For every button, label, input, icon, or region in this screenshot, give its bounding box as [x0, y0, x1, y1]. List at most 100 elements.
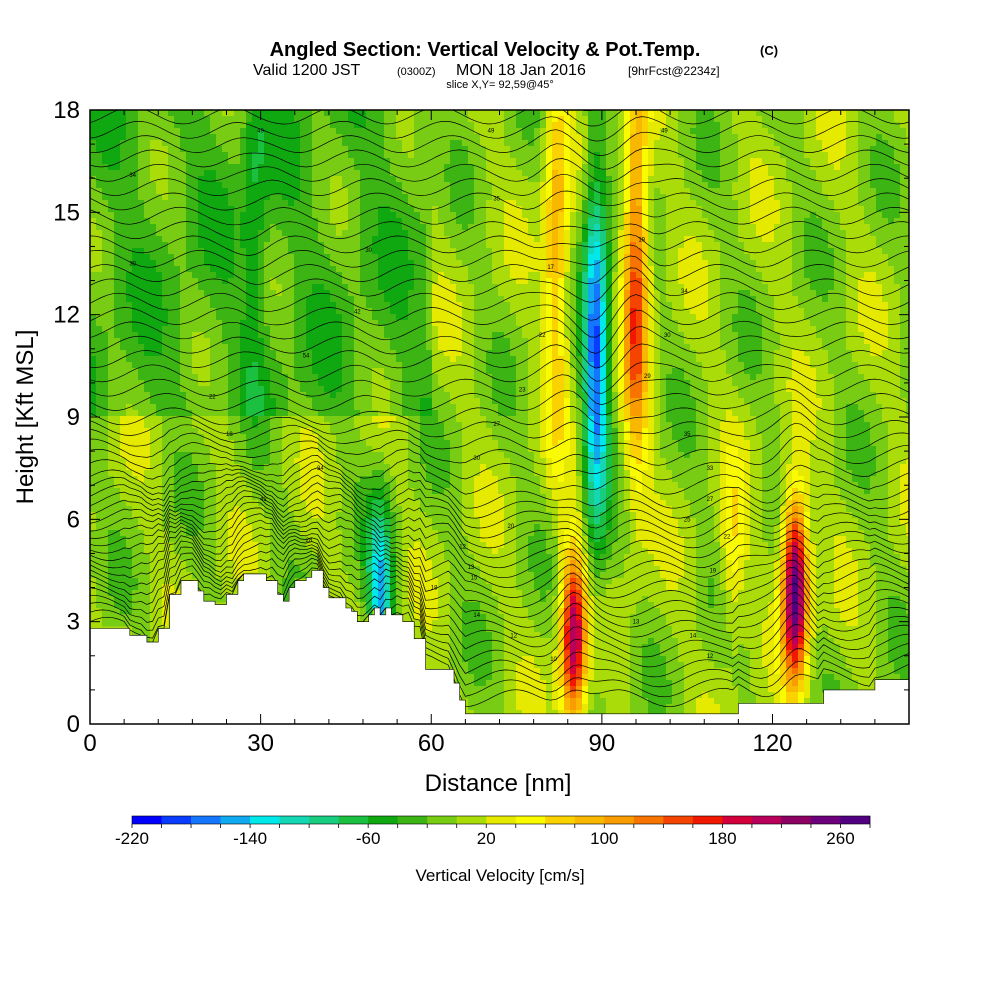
field-cell	[306, 176, 313, 183]
field-cell	[258, 224, 265, 231]
field-cell	[216, 464, 223, 471]
field-cell	[420, 320, 427, 327]
field-cell	[312, 134, 319, 141]
field-cell	[288, 488, 295, 495]
field-cell	[126, 146, 133, 153]
field-cell	[174, 152, 181, 159]
field-cell	[438, 422, 445, 429]
field-cell	[240, 302, 247, 309]
field-cell	[408, 242, 415, 249]
field-cell	[234, 542, 241, 549]
field-cell	[132, 362, 139, 369]
field-cell	[144, 392, 151, 399]
field-cell	[132, 422, 139, 429]
field-cell	[150, 200, 157, 207]
field-cell	[138, 158, 145, 165]
field-cell	[204, 518, 211, 525]
field-cell	[180, 164, 187, 171]
field-cell	[330, 470, 337, 477]
field-cell	[330, 266, 337, 273]
field-cell	[384, 362, 391, 369]
field-cell	[384, 146, 391, 153]
field-cell	[342, 146, 349, 153]
field-cell	[126, 128, 133, 135]
field-cell	[366, 128, 373, 135]
field-cell	[444, 488, 451, 495]
field-cell	[186, 386, 193, 393]
field-cell	[270, 512, 277, 519]
field-cell	[222, 380, 229, 387]
field-cell	[198, 122, 205, 129]
field-cell	[414, 290, 421, 297]
field-cell	[378, 374, 385, 381]
field-cell	[402, 290, 409, 297]
field-cell	[222, 236, 229, 243]
field-cell	[114, 284, 121, 291]
field-cell	[378, 422, 385, 429]
field-cell	[384, 506, 391, 513]
field-cell	[228, 248, 235, 255]
field-cell	[150, 242, 157, 249]
field-cell	[96, 140, 103, 147]
field-cell	[138, 428, 145, 435]
field-cell	[174, 284, 181, 291]
field-cell	[396, 116, 403, 123]
field-cell	[192, 422, 199, 429]
field-cell	[426, 212, 433, 219]
field-cell	[192, 464, 199, 471]
field-cell	[246, 194, 253, 201]
field-cell	[414, 578, 421, 585]
field-cell	[240, 464, 247, 471]
field-cell	[438, 164, 445, 171]
field-cell	[396, 338, 403, 345]
field-cell	[234, 380, 241, 387]
field-cell	[426, 326, 433, 333]
field-cell	[306, 362, 313, 369]
field-cell	[348, 422, 355, 429]
field-cell	[198, 254, 205, 261]
field-cell	[300, 152, 307, 159]
field-cell	[168, 146, 175, 153]
field-cell	[270, 542, 277, 549]
field-cell	[222, 530, 229, 537]
field-cell	[426, 248, 433, 255]
field-cell	[168, 164, 175, 171]
field-cell	[348, 500, 355, 507]
field-cell	[372, 110, 379, 117]
field-cell	[414, 440, 421, 447]
field-cell	[438, 650, 445, 657]
field-cell	[360, 602, 367, 609]
field-cell	[420, 314, 427, 321]
field-cell	[306, 134, 313, 141]
field-cell	[198, 260, 205, 267]
field-cell	[396, 272, 403, 279]
field-cell	[300, 242, 307, 249]
field-cell	[444, 476, 451, 483]
field-cell	[348, 578, 355, 585]
field-cell	[438, 314, 445, 321]
field-cell	[120, 140, 127, 147]
field-cell	[174, 452, 181, 459]
field-cell	[282, 440, 289, 447]
field-cell	[156, 398, 163, 405]
field-cell	[348, 350, 355, 357]
field-cell	[270, 536, 277, 543]
field-cell	[426, 278, 433, 285]
field-cell	[108, 500, 115, 507]
field-cell	[444, 494, 451, 501]
field-cell	[252, 242, 259, 249]
field-cell	[198, 476, 205, 483]
field-cell	[174, 200, 181, 207]
field-cell	[384, 254, 391, 261]
field-cell	[288, 494, 295, 501]
field-cell	[96, 524, 103, 531]
field-cell	[108, 542, 115, 549]
field-cell	[186, 482, 193, 489]
field-cell	[114, 218, 121, 225]
field-cell	[372, 386, 379, 393]
field-cell	[192, 386, 199, 393]
field-cell	[432, 518, 439, 525]
field-cell	[252, 290, 259, 297]
field-cell	[306, 524, 313, 531]
field-cell	[426, 332, 433, 339]
